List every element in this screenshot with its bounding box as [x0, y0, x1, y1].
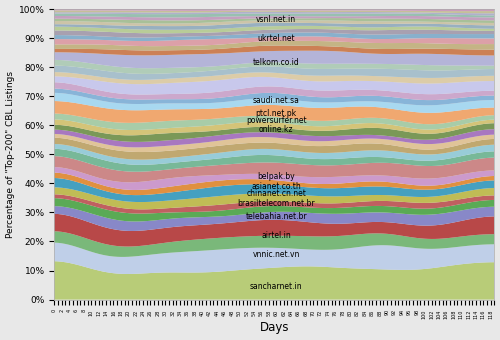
Text: vsnl.net.in: vsnl.net.in [256, 15, 296, 24]
X-axis label: Days: Days [260, 321, 289, 335]
Text: ptcl.net.pk: ptcl.net.pk [256, 109, 297, 118]
Text: chinanet.cn.net: chinanet.cn.net [246, 189, 306, 198]
Text: airtel.in: airtel.in [262, 231, 291, 240]
Text: telebahia.net.br: telebahia.net.br [246, 212, 307, 221]
Text: sancharnet.in: sancharnet.in [250, 282, 302, 291]
Text: asianet.co.th: asianet.co.th [252, 182, 301, 191]
Text: belpak.by: belpak.by [258, 172, 295, 181]
Text: online.kz: online.kz [259, 125, 294, 134]
Text: saudi.net.sa: saudi.net.sa [253, 96, 300, 105]
Text: vnnic.net.vn: vnnic.net.vn [252, 250, 300, 259]
Text: powersurfer.net: powersurfer.net [246, 116, 306, 125]
Text: telkom.co.id: telkom.co.id [253, 58, 300, 67]
Text: brasiltelecom.net.br: brasiltelecom.net.br [238, 199, 315, 208]
Y-axis label: Percentage of "Top-200" CBL Listings: Percentage of "Top-200" CBL Listings [6, 71, 15, 238]
Text: ukrtel.net: ukrtel.net [258, 34, 295, 42]
